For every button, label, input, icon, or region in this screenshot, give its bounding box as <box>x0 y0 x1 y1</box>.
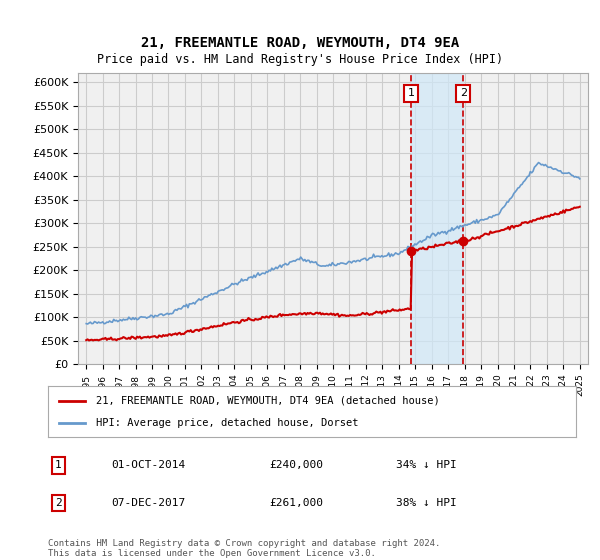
Text: Price paid vs. HM Land Registry's House Price Index (HPI): Price paid vs. HM Land Registry's House … <box>97 53 503 66</box>
Text: HPI: Average price, detached house, Dorset: HPI: Average price, detached house, Dors… <box>95 418 358 428</box>
Bar <box>411 73 463 364</box>
Text: 1: 1 <box>407 88 415 98</box>
Text: £261,000: £261,000 <box>270 498 324 508</box>
Text: 07-DEC-2017: 07-DEC-2017 <box>112 498 185 508</box>
Text: 2: 2 <box>55 498 62 508</box>
Text: 1: 1 <box>55 460 62 470</box>
Text: 21, FREEMANTLE ROAD, WEYMOUTH, DT4 9EA: 21, FREEMANTLE ROAD, WEYMOUTH, DT4 9EA <box>141 36 459 50</box>
Text: 21, FREEMANTLE ROAD, WEYMOUTH, DT4 9EA (detached house): 21, FREEMANTLE ROAD, WEYMOUTH, DT4 9EA (… <box>95 395 439 405</box>
Text: 38% ↓ HPI: 38% ↓ HPI <box>397 498 457 508</box>
Text: 01-OCT-2014: 01-OCT-2014 <box>112 460 185 470</box>
Text: £240,000: £240,000 <box>270 460 324 470</box>
Text: Contains HM Land Registry data © Crown copyright and database right 2024.
This d: Contains HM Land Registry data © Crown c… <box>48 539 440 558</box>
Text: 2: 2 <box>460 88 467 98</box>
Text: 34% ↓ HPI: 34% ↓ HPI <box>397 460 457 470</box>
